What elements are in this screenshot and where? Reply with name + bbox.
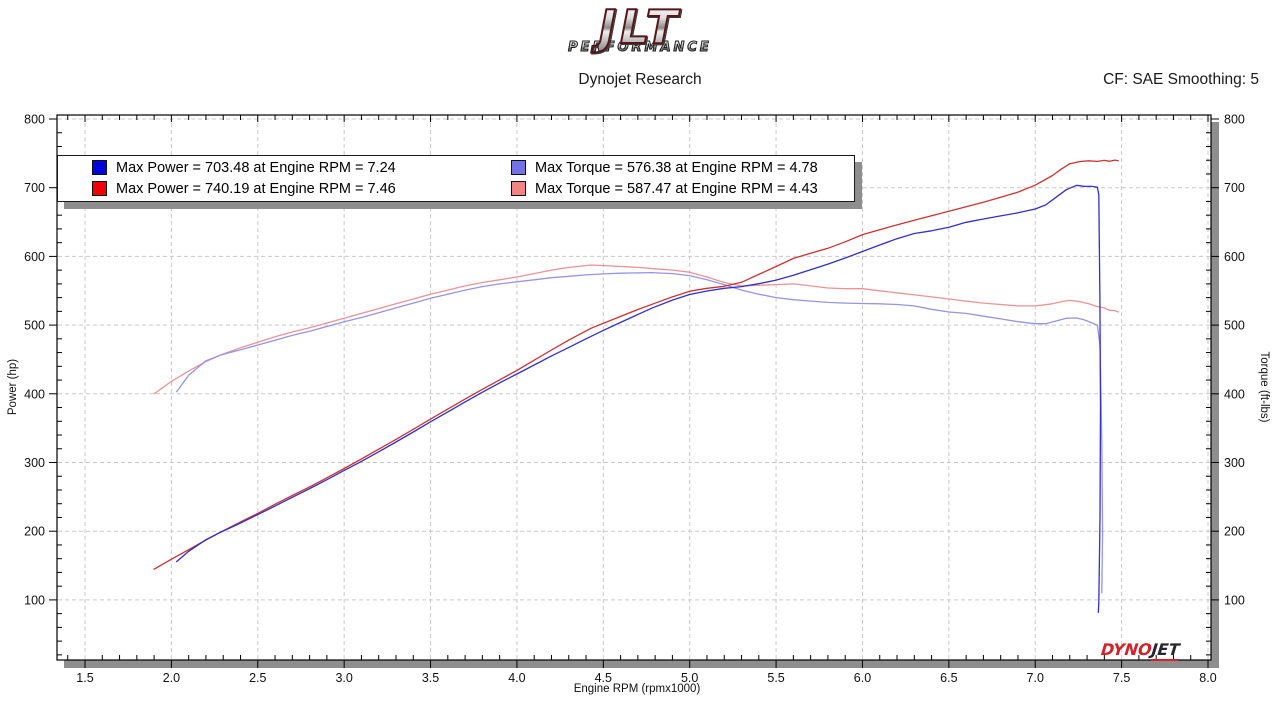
svg-text:400: 400 (24, 387, 45, 401)
legend-label: Max Torque = 587.47 at Engine RPM = 4.43 (535, 180, 818, 197)
legend-swatch-power-run1 (92, 160, 107, 175)
jlt-performance-logo: JLT PERFORMANCE (0, 0, 1280, 55)
svg-text:700: 700 (24, 181, 45, 195)
smoothing-label: CF: SAE Smoothing: 5 (1103, 71, 1259, 88)
legend-label: Max Power = 740.19 at Engine RPM = 7.46 (116, 180, 396, 197)
svg-text:100: 100 (1224, 593, 1245, 607)
svg-text:8.0: 8.0 (1199, 671, 1216, 685)
svg-text:6.0: 6.0 (854, 671, 871, 685)
chart-legend: Max Power = 703.48 at Engine RPM = 7.24 … (57, 155, 855, 202)
svg-text:100: 100 (24, 593, 45, 607)
legend-entry-max-torque-run1: Max Torque = 576.38 at Engine RPM = 4.78 (477, 160, 854, 176)
legend-entry-max-power-run1: Max Power = 703.48 at Engine RPM = 7.24 (58, 160, 477, 176)
svg-text:600: 600 (24, 250, 45, 264)
svg-text:200: 200 (24, 525, 45, 539)
dynojet-logo: DYNOJET (1100, 640, 1181, 661)
svg-text:6.5: 6.5 (940, 671, 957, 685)
svg-text:Engine RPM (rpmx1000): Engine RPM (rpmx1000) (574, 683, 701, 695)
svg-text:300: 300 (24, 456, 45, 470)
svg-text:2.0: 2.0 (163, 671, 180, 685)
svg-text:Power (hp): Power (hp) (7, 359, 19, 415)
svg-text:Torque (ft-lbs): Torque (ft-lbs) (1258, 352, 1270, 423)
svg-text:4.5: 4.5 (595, 671, 612, 685)
svg-text:3.5: 3.5 (422, 671, 439, 685)
svg-text:700: 700 (1224, 181, 1245, 195)
svg-text:500: 500 (24, 319, 45, 333)
svg-text:600: 600 (1224, 250, 1245, 264)
svg-text:300: 300 (1224, 456, 1245, 470)
svg-text:5.5: 5.5 (767, 671, 784, 685)
legend-swatch-power-run2 (92, 181, 107, 196)
svg-text:500: 500 (1224, 319, 1245, 333)
svg-text:5.0: 5.0 (681, 671, 698, 685)
legend-entry-max-torque-run2: Max Torque = 587.47 at Engine RPM = 4.43 (477, 181, 854, 197)
legend-label: Max Power = 703.48 at Engine RPM = 7.24 (116, 159, 396, 176)
svg-text:7.5: 7.5 (1113, 671, 1130, 685)
dynojet-logo-jet: JET (1150, 640, 1181, 661)
svg-text:2.5: 2.5 (249, 671, 266, 685)
svg-text:3.0: 3.0 (335, 671, 352, 685)
legend-swatch-torque-run1 (511, 160, 526, 175)
svg-text:4.0: 4.0 (508, 671, 525, 685)
legend-entry-max-power-run2: Max Power = 740.19 at Engine RPM = 7.46 (58, 181, 477, 197)
svg-text:1.5: 1.5 (76, 671, 93, 685)
dynojet-research-title: Dynojet Research (578, 71, 702, 88)
jlt-logo-text: JLT (598, 0, 682, 54)
svg-text:200: 200 (1224, 525, 1245, 539)
svg-text:800: 800 (24, 113, 45, 127)
dynojet-logo-dyno: DYNO (1100, 640, 1153, 659)
svg-text:7.0: 7.0 (1027, 671, 1044, 685)
jlt-logo-subtext: PERFORMANCE (0, 41, 1280, 55)
svg-text:800: 800 (1224, 113, 1245, 127)
svg-text:400: 400 (1224, 387, 1245, 401)
legend-label: Max Torque = 576.38 at Engine RPM = 4.78 (535, 159, 818, 176)
legend-swatch-torque-run2 (511, 181, 526, 196)
